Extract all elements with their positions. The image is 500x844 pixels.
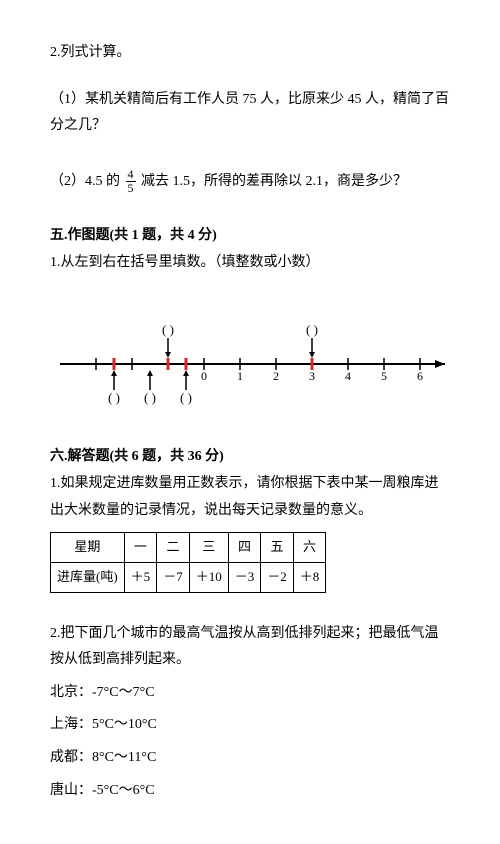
q2-sub2-post: 减去 1.5，所得的差再除以 2.1，商是多少？ xyxy=(141,174,407,189)
city-list: 北京：-7°C～7°C 上海：5°C～10°C 成都：8°C～11°C 唐山：-… xyxy=(50,680,450,804)
q2-sub1: （1）某机关精简后有工作人员 75 人，比原来少 45 人，精简了百分之几？ xyxy=(50,87,450,140)
table-cell: ＋5 xyxy=(124,562,157,592)
table-cell: －3 xyxy=(228,562,261,592)
table-cell: 六 xyxy=(293,533,326,563)
svg-text:4: 4 xyxy=(345,369,351,383)
svg-text:( ): ( ) xyxy=(180,390,192,405)
table-cell: 进库量(吨) xyxy=(51,562,125,592)
svg-text:( ): ( ) xyxy=(162,322,174,337)
city-item: 上海：5°C～10°C xyxy=(50,712,450,739)
table-cell: 三 xyxy=(189,533,228,563)
svg-text:6: 6 xyxy=(417,369,423,383)
svg-text:( ): ( ) xyxy=(144,390,156,405)
svg-text:1: 1 xyxy=(237,369,243,383)
section6-heading: 六.解答题(共 6 题，共 36 分) xyxy=(50,444,450,471)
table-cell: 一 xyxy=(124,533,157,563)
section5-q1: 1.从左到右在括号里填数。（填整数或小数） xyxy=(50,250,450,277)
table-row: 星期 一 二 三 四 五 六 xyxy=(51,533,326,563)
table-row: 进库量(吨) ＋5 －7 ＋10 －3 －2 ＋8 xyxy=(51,562,326,592)
numberline-figure: 0 1 2 3 4 5 6 ( ) ( ) ( ) ( ) ( ) xyxy=(50,296,450,416)
section6-q2: 2.把下面几个城市的最高气温按从高到低排列起来；把最低气温按从低到高排列起来。 xyxy=(50,621,450,674)
table-cell: 二 xyxy=(157,533,190,563)
section5-heading: 五.作图题(共 1 题，共 4 分) xyxy=(50,223,450,250)
city-item: 北京：-7°C～7°C xyxy=(50,680,450,707)
svg-text:( ): ( ) xyxy=(306,322,318,337)
table-cell: ＋8 xyxy=(293,562,326,592)
fraction-numerator: 4 xyxy=(126,168,136,182)
svg-text:2: 2 xyxy=(273,369,279,383)
svg-text:5: 5 xyxy=(381,369,387,383)
table-cell: 星期 xyxy=(51,533,125,563)
fraction-denominator: 5 xyxy=(126,182,136,195)
table-cell: －2 xyxy=(261,562,294,592)
q2-sub2-pre: （2）4.5 的 xyxy=(50,174,120,189)
section6-q1: 1.如果规定进库数量用正数表示，请你根据下表中某一周粮库进出大米数量的记录情况，… xyxy=(50,471,450,524)
svg-text:( ): ( ) xyxy=(108,390,120,405)
q2-sub2: （2）4.5 的 4 5 减去 1.5，所得的差再除以 2.1，商是多少？ xyxy=(50,168,450,196)
table-cell: ＋10 xyxy=(189,562,228,592)
table-cell: －7 xyxy=(157,562,190,592)
inout-table: 星期 一 二 三 四 五 六 进库量(吨) ＋5 －7 ＋10 －3 －2 ＋8 xyxy=(50,532,326,592)
q2-title: 2.列式计算。 xyxy=(50,40,450,67)
city-item: 唐山：-5°C～6°C xyxy=(50,778,450,805)
svg-text:0: 0 xyxy=(201,369,207,383)
fraction-4-5: 4 5 xyxy=(126,168,136,195)
svg-text:3: 3 xyxy=(309,369,315,383)
city-item: 成都：8°C～11°C xyxy=(50,745,450,772)
table-cell: 五 xyxy=(261,533,294,563)
table-cell: 四 xyxy=(228,533,261,563)
